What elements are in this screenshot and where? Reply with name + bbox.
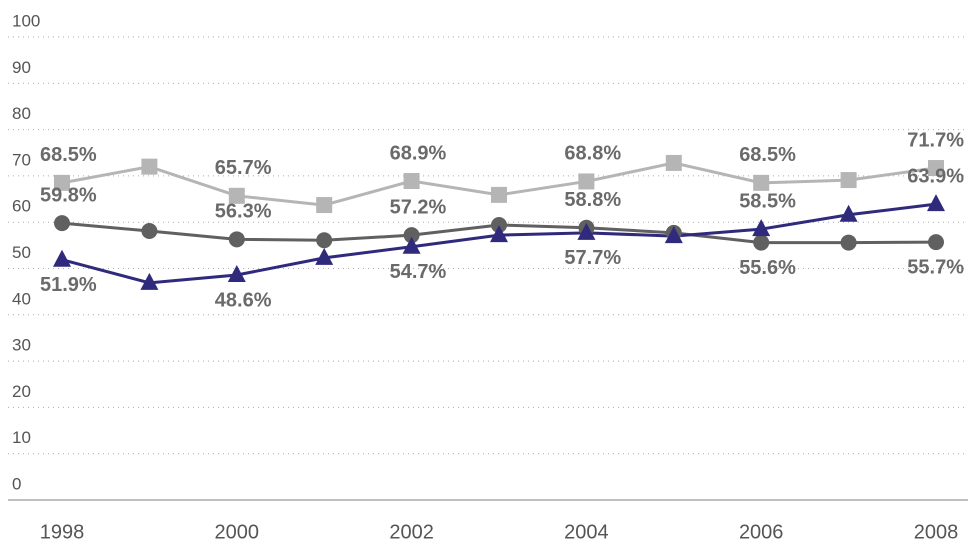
x-tick-label: 1998 — [40, 521, 85, 543]
x-tick-label: 2002 — [389, 521, 434, 543]
y-tick-label: 0 — [12, 474, 21, 493]
y-tick-label: 60 — [12, 197, 31, 216]
data-label: 57.2% — [390, 196, 447, 218]
data-label: 54.7% — [390, 261, 447, 283]
data-label: 48.6% — [215, 289, 272, 311]
x-tick-label: 2006 — [739, 521, 784, 543]
x-tick-label: 2008 — [914, 521, 959, 543]
data-label: 51.9% — [40, 274, 97, 296]
data-label: 57.7% — [564, 247, 621, 269]
data-label: 56.3% — [215, 201, 272, 223]
marker — [315, 247, 334, 265]
marker — [664, 226, 683, 244]
marker — [54, 215, 70, 232]
marker — [927, 194, 945, 212]
marker — [141, 222, 158, 239]
data-label: 55.6% — [739, 257, 796, 279]
data-label: 58.8% — [564, 189, 621, 211]
marker — [577, 222, 596, 240]
y-tick-label: 90 — [12, 58, 31, 77]
marker — [752, 219, 771, 237]
marker — [140, 272, 159, 290]
marker — [928, 160, 944, 177]
marker — [578, 173, 595, 190]
marker — [840, 234, 857, 251]
marker — [928, 234, 944, 251]
y-tick-label: 100 — [12, 11, 40, 30]
y-tick-label: 40 — [12, 289, 31, 308]
data-label: 68.5% — [40, 144, 97, 166]
marker — [491, 186, 507, 203]
marker — [402, 236, 421, 254]
marker — [54, 174, 70, 191]
data-label: 63.9% — [907, 165, 964, 187]
data-label: 55.7% — [907, 256, 964, 278]
marker — [665, 154, 682, 171]
y-tick-label: 10 — [12, 428, 31, 447]
marker — [53, 249, 71, 267]
x-tick-label: 2000 — [215, 521, 260, 543]
marker — [840, 172, 857, 189]
marker — [228, 187, 245, 204]
marker — [753, 234, 770, 251]
marker — [491, 216, 507, 233]
data-label: 59.8% — [40, 184, 97, 206]
y-tick-label: 30 — [12, 336, 31, 355]
marker — [839, 204, 858, 222]
y-tick-label: 70 — [12, 150, 31, 169]
marker — [403, 227, 420, 244]
marker — [227, 264, 246, 282]
data-label: 58.5% — [739, 190, 796, 212]
marker — [403, 172, 420, 189]
marker — [316, 197, 333, 214]
data-label: 68.8% — [564, 143, 621, 165]
data-label: 71.7% — [907, 129, 964, 151]
marker — [316, 232, 333, 249]
marker — [141, 158, 158, 175]
data-label: 65.7% — [215, 157, 272, 179]
data-label: 68.5% — [739, 144, 796, 166]
marker — [753, 174, 770, 191]
data-label: 68.9% — [390, 142, 447, 164]
y-tick-label: 20 — [12, 382, 31, 401]
marker — [228, 231, 245, 248]
y-tick-label: 50 — [12, 243, 31, 262]
y-tick-label: 80 — [12, 104, 31, 123]
marker — [490, 225, 508, 243]
x-tick-label: 2004 — [564, 521, 609, 543]
